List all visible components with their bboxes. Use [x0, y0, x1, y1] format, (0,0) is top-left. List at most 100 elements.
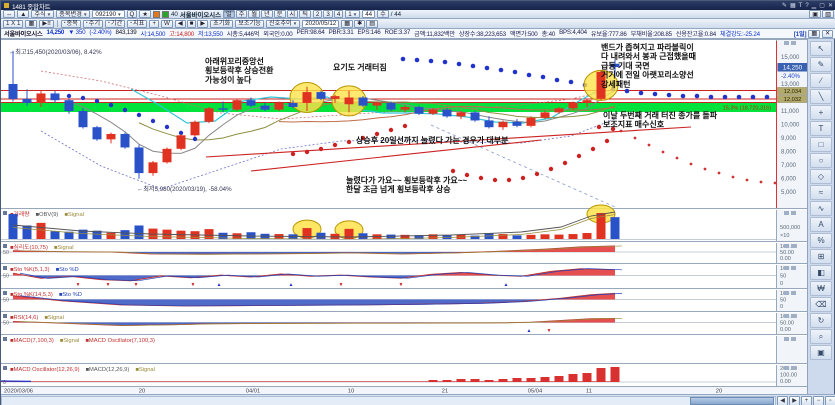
scrollbar-track[interactable]	[1, 395, 777, 405]
net-overlay-button[interactable]: W	[161, 19, 173, 28]
step-back-icon[interactable]: ◀	[174, 19, 186, 28]
panel-close-icon[interactable]	[791, 244, 796, 248]
stop-icon[interactable]: ■	[186, 19, 197, 28]
scroll-right-icon[interactable]: ▶	[789, 395, 800, 405]
popup-icon[interactable]: ▣	[809, 10, 822, 18]
ellipse-tool-icon[interactable]: ○	[810, 153, 832, 168]
panel-handle-icon[interactable]	[3, 244, 7, 248]
aux-functions-button[interactable]: 보조기능	[235, 19, 264, 28]
diamond-tool-icon[interactable]: ◇	[810, 169, 832, 184]
percent-tool-icon[interactable]: %	[810, 233, 832, 248]
scroll-left-icon[interactable]: ◀	[777, 395, 789, 405]
undo-tool-icon[interactable]: ↻	[810, 313, 832, 328]
period-button-시[interactable]: 시	[286, 10, 299, 18]
favorite-icon[interactable]: ★	[139, 10, 151, 18]
adjust-button[interactable]: 수	[377, 10, 389, 18]
settings-tool-icon[interactable]: ▣	[810, 345, 832, 360]
grid-icon[interactable]: ▦	[25, 19, 38, 28]
panel-minimize-icon[interactable]	[784, 366, 789, 370]
panel-minimize-icon[interactable]	[784, 266, 789, 270]
stock-change-select[interactable]: 종목변경 ▼	[56, 10, 91, 18]
panel-minimize-icon[interactable]	[784, 314, 789, 318]
pen-tool-icon[interactable]: ✎	[810, 57, 832, 72]
maximize-icon[interactable]: ▢	[819, 2, 825, 9]
multichart-button-3[interactable]: 3	[323, 10, 333, 18]
rect-tool-icon[interactable]: □	[810, 137, 832, 152]
panel-close-icon[interactable]	[791, 41, 796, 45]
toggle-기간[interactable]: ▪ 기간	[105, 19, 126, 28]
layout-button[interactable]: 1 X 1	[3, 19, 24, 28]
settings-icon[interactable]: ✱	[354, 19, 366, 28]
asset-type-select[interactable]: 주식 ▼	[31, 10, 55, 18]
search-icon[interactable]: Q	[126, 10, 138, 18]
up-button[interactable]: ▲	[17, 10, 30, 18]
panel-close-icon[interactable]	[791, 366, 796, 370]
reset-button[interactable]: 초기화	[210, 19, 234, 28]
text-icon[interactable]: T	[798, 2, 803, 9]
panel-handle-icon[interactable]	[3, 337, 7, 341]
help-icon[interactable]: ?	[805, 2, 809, 9]
swap-button[interactable]: ⇔	[3, 10, 16, 18]
period-button-분[interactable]: 분	[273, 10, 286, 18]
price-tool-icon[interactable]: ₩	[810, 281, 832, 296]
stock-code-input[interactable]: 092190 ▼	[92, 10, 125, 18]
text-tool-icon[interactable]: T	[810, 121, 832, 136]
zoom-out-icon[interactable]: −	[813, 395, 824, 405]
multichart-button-4[interactable]: 4	[333, 10, 344, 18]
trendline-tool-icon[interactable]: ╲	[810, 89, 832, 104]
close-icon[interactable]: ✕	[827, 2, 833, 9]
panel-minimize-icon[interactable]	[784, 244, 789, 248]
multichart-select[interactable]: 1 ▼	[345, 10, 361, 18]
window-icon[interactable]: ▦	[789, 2, 796, 9]
panel-close-icon[interactable]	[791, 314, 796, 318]
panel-minimize-icon[interactable]	[784, 337, 789, 341]
panel-handle-icon[interactable]	[3, 291, 7, 295]
wave-tool-icon[interactable]: ≈	[810, 185, 832, 200]
cross-tool-icon[interactable]: +	[810, 105, 832, 120]
chart-canvas[interactable]: 15.3% (18,720,316) ←최고15,450(2020/03/06),…	[1, 39, 809, 394]
panel-close-icon[interactable]	[791, 266, 796, 270]
list-icon[interactable]: ▤	[366, 19, 379, 28]
period-button-일[interactable]: 일	[222, 10, 235, 18]
calendar-icon[interactable]: ▦	[341, 19, 354, 28]
panel-minimize-icon[interactable]	[784, 41, 789, 45]
panel-handle-icon[interactable]	[3, 211, 7, 215]
toggle-종목[interactable]: ▪ 종목	[60, 19, 81, 28]
panel-handle-icon[interactable]	[3, 314, 7, 318]
period-button-년[interactable]: 년	[261, 10, 273, 18]
multichart-button-2[interactable]: 2	[312, 10, 323, 18]
step-forward-icon[interactable]: ▶	[197, 19, 209, 28]
zoom-in-icon[interactable]: +	[801, 395, 812, 405]
toggle-주기[interactable]: ▪ 주기	[82, 19, 104, 28]
fill-tool-icon[interactable]: ◧	[810, 265, 832, 280]
curve-tool-icon[interactable]: ∿	[810, 201, 832, 216]
panel-minimize-icon[interactable]	[784, 291, 789, 295]
bar-count-input[interactable]: 44	[362, 10, 376, 18]
panel-close-icon[interactable]	[791, 291, 796, 295]
panel-handle-icon[interactable]	[3, 266, 7, 270]
zoom-reset-icon[interactable]: ▫	[825, 395, 835, 405]
grid-tool-icon[interactable]: ⊞	[810, 249, 832, 264]
close-icon[interactable]: ✕	[822, 29, 833, 38]
panel-handle-icon[interactable]	[3, 366, 7, 370]
period-button-틱[interactable]: 틱	[299, 10, 311, 18]
panel-minimize-icon[interactable]	[784, 211, 789, 215]
magnify-tool-icon[interactable]: ⌕	[810, 329, 832, 344]
minimize-icon[interactable]: ▁	[811, 2, 817, 9]
play-icon[interactable]: ▶≡	[39, 19, 54, 28]
panel-close-icon[interactable]	[791, 211, 796, 215]
pencil-icon[interactable]: ✎	[781, 2, 787, 9]
period-button-월[interactable]: 월	[248, 10, 261, 18]
signal-trend-select[interactable]: 신호추이 ▼	[265, 19, 301, 28]
scrollbar-handle[interactable]	[690, 396, 774, 405]
crosshair-icon[interactable]: +	[149, 19, 159, 28]
grid-view-icon[interactable]: ▦	[808, 29, 820, 38]
date-input[interactable]: 2020/05/12	[302, 19, 340, 28]
label-tool-icon[interactable]: A	[810, 217, 832, 232]
erase-tool-icon[interactable]: ⌫	[810, 297, 832, 312]
line-tool-icon[interactable]: ∕	[810, 73, 832, 88]
panel-close-icon[interactable]	[791, 337, 796, 341]
lock-icon[interactable]: ▧	[822, 10, 834, 18]
toggle-지표[interactable]: ▪ 지표	[127, 19, 148, 28]
horizontal-scrollbar[interactable]: ◀ ▶ + − ▫	[1, 394, 835, 405]
